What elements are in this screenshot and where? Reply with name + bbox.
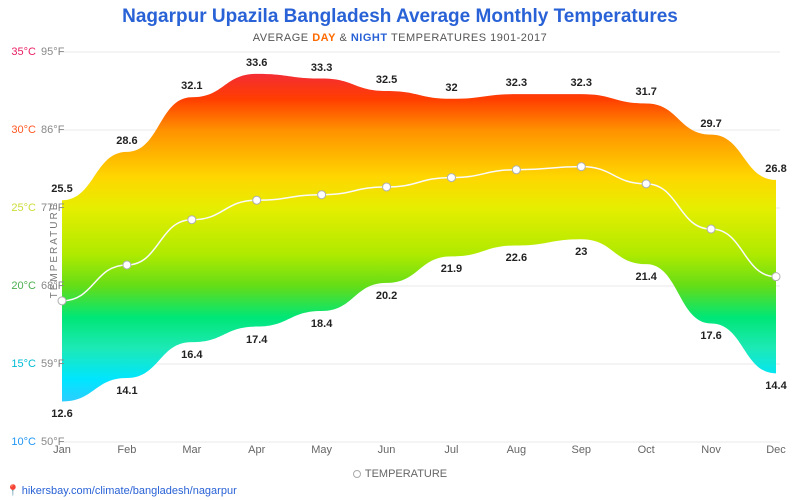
x-axis-labels: JanFebMarAprMayJunJulAugSepOctNovDec: [58, 444, 780, 460]
y-tick: 35°C 95°F: [4, 46, 64, 58]
legend-marker-icon: [353, 470, 361, 478]
chart-title: Nagarpur Upazila Bangladesh Average Mont…: [0, 6, 800, 28]
x-tick: Jan: [53, 444, 71, 456]
y-tick: 15°C 59°F: [4, 358, 64, 370]
y-tick: 20°C 68°F: [4, 280, 64, 292]
subtitle-suffix: TEMPERATURES 1901-2017: [388, 32, 548, 44]
source-text: hikersbay.com/climate/bangladesh/nagarpu…: [22, 485, 237, 497]
x-tick: Dec: [766, 444, 786, 456]
title-area: Nagarpur Upazila Bangladesh Average Mont…: [0, 0, 800, 44]
y-tick: 30°C 86°F: [4, 124, 64, 136]
legend: TEMPERATURE: [0, 468, 800, 480]
legend-text: TEMPERATURE: [365, 468, 447, 480]
subtitle-night: NIGHT: [351, 32, 388, 44]
chart-subtitle: AVERAGE DAY & NIGHT TEMPERATURES 1901-20…: [0, 32, 800, 44]
x-tick: Feb: [117, 444, 136, 456]
x-tick: Jul: [444, 444, 458, 456]
map-pin-icon: 📍: [6, 485, 20, 497]
x-tick: May: [311, 444, 332, 456]
x-tick: Sep: [571, 444, 591, 456]
y-tick: 25°C 77°F: [4, 202, 64, 214]
chart-svg: [58, 52, 780, 442]
source-link[interactable]: 📍hikersbay.com/climate/bangladesh/nagarp…: [6, 484, 237, 497]
x-tick: Mar: [182, 444, 201, 456]
x-tick: Nov: [701, 444, 721, 456]
subtitle-day: DAY: [312, 32, 336, 44]
subtitle-amp: &: [336, 32, 351, 44]
subtitle-prefix: AVERAGE: [253, 32, 312, 44]
x-tick: Aug: [507, 444, 527, 456]
x-tick: Apr: [248, 444, 265, 456]
x-tick: Jun: [378, 444, 396, 456]
chart-area: 35°C 95°F30°C 86°F25°C 77°F20°C 68°F15°C…: [58, 52, 780, 442]
x-tick: Oct: [638, 444, 655, 456]
